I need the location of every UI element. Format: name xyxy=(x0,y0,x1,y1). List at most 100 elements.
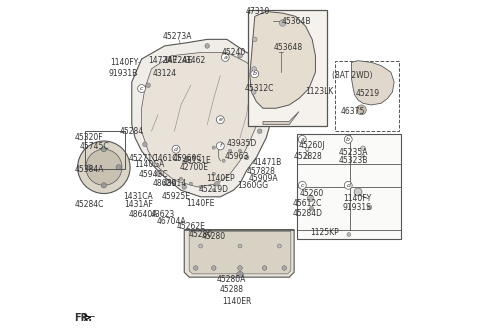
Circle shape xyxy=(307,195,314,202)
Polygon shape xyxy=(132,39,276,197)
Text: 43462: 43462 xyxy=(182,56,206,65)
Circle shape xyxy=(257,129,262,133)
Circle shape xyxy=(228,149,232,153)
Text: 45235A: 45235A xyxy=(338,148,368,157)
Text: d: d xyxy=(174,147,178,152)
Text: 45312C: 45312C xyxy=(244,84,274,93)
Circle shape xyxy=(262,266,267,270)
Circle shape xyxy=(282,266,287,270)
Text: 42700E: 42700E xyxy=(180,163,209,172)
Circle shape xyxy=(357,105,366,115)
Text: 45323B: 45323B xyxy=(338,156,368,165)
Text: 1431CA: 1431CA xyxy=(123,192,153,201)
Circle shape xyxy=(222,159,225,162)
Circle shape xyxy=(174,149,178,153)
Text: 45280A: 45280A xyxy=(217,275,247,284)
Circle shape xyxy=(166,57,170,61)
Circle shape xyxy=(116,165,121,170)
Text: 45262E: 45262E xyxy=(176,222,205,232)
Text: 457828: 457828 xyxy=(247,167,276,176)
Circle shape xyxy=(344,135,352,143)
Circle shape xyxy=(138,85,145,92)
Text: 48614: 48614 xyxy=(162,179,186,188)
Text: 45240: 45240 xyxy=(221,48,246,57)
Text: 1123LK: 1123LK xyxy=(305,87,334,96)
Text: 45288: 45288 xyxy=(220,285,244,294)
Text: 45271C: 45271C xyxy=(129,154,158,163)
Circle shape xyxy=(238,53,242,58)
Circle shape xyxy=(143,142,147,147)
Text: 47310: 47310 xyxy=(246,7,270,16)
Circle shape xyxy=(360,146,365,151)
Circle shape xyxy=(252,90,256,94)
Text: c: c xyxy=(140,86,144,91)
Text: 1125KP: 1125KP xyxy=(310,228,339,237)
Circle shape xyxy=(212,146,216,149)
Circle shape xyxy=(212,189,216,192)
Circle shape xyxy=(216,116,224,124)
Text: e: e xyxy=(218,117,222,122)
Text: 45284: 45284 xyxy=(120,127,144,136)
Circle shape xyxy=(299,135,306,143)
Text: 1472AE: 1472AE xyxy=(163,56,192,65)
Circle shape xyxy=(199,244,203,248)
Text: 45745C: 45745C xyxy=(79,142,109,151)
Text: FR.: FR. xyxy=(74,313,92,322)
Circle shape xyxy=(264,99,268,104)
Circle shape xyxy=(261,70,265,74)
Circle shape xyxy=(237,271,243,278)
Circle shape xyxy=(86,149,122,185)
Text: 41471B: 41471B xyxy=(253,157,282,167)
Circle shape xyxy=(367,205,372,210)
Polygon shape xyxy=(142,52,263,187)
Text: 45384A: 45384A xyxy=(74,165,104,174)
Text: 45925E: 45925E xyxy=(162,192,191,201)
Text: 48639: 48639 xyxy=(153,179,177,188)
Circle shape xyxy=(310,206,313,210)
Text: 1140ER: 1140ER xyxy=(222,297,252,306)
Text: 1140FE: 1140FE xyxy=(186,199,215,208)
Text: 46375: 46375 xyxy=(341,107,365,116)
Polygon shape xyxy=(189,231,291,274)
Circle shape xyxy=(78,141,130,194)
Circle shape xyxy=(344,181,352,189)
Text: f: f xyxy=(219,143,221,149)
Text: 45260: 45260 xyxy=(300,189,324,198)
Text: 45284D: 45284D xyxy=(293,209,323,218)
Circle shape xyxy=(279,20,286,26)
Text: 453648: 453648 xyxy=(274,43,303,52)
Text: b: b xyxy=(346,137,350,142)
Circle shape xyxy=(361,154,365,158)
Circle shape xyxy=(156,172,160,176)
Circle shape xyxy=(86,165,92,170)
Circle shape xyxy=(189,182,192,185)
Text: 45280: 45280 xyxy=(202,232,226,241)
Text: 45612C: 45612C xyxy=(293,199,322,208)
Text: 91931S: 91931S xyxy=(343,203,372,212)
Text: 1472AE: 1472AE xyxy=(148,56,178,65)
Text: 45960C: 45960C xyxy=(173,154,203,163)
Circle shape xyxy=(216,142,224,150)
Text: 43623: 43623 xyxy=(151,210,175,219)
Polygon shape xyxy=(250,11,315,108)
Text: 46704A: 46704A xyxy=(156,217,186,226)
Circle shape xyxy=(212,266,216,270)
Circle shape xyxy=(205,44,209,48)
Text: 452828: 452828 xyxy=(293,152,322,161)
Text: d: d xyxy=(346,183,350,188)
Text: 1140GA: 1140GA xyxy=(134,160,165,170)
Circle shape xyxy=(238,266,242,270)
Circle shape xyxy=(101,147,107,152)
Text: 45273A: 45273A xyxy=(163,31,192,41)
Circle shape xyxy=(182,185,187,189)
Text: 45280: 45280 xyxy=(189,230,213,239)
Text: 45364B: 45364B xyxy=(282,17,311,26)
Circle shape xyxy=(299,181,306,189)
Text: 1431AF: 1431AF xyxy=(124,200,153,209)
Circle shape xyxy=(277,244,281,248)
Polygon shape xyxy=(263,112,299,125)
FancyBboxPatch shape xyxy=(248,10,327,126)
Polygon shape xyxy=(351,61,394,105)
Text: 43124: 43124 xyxy=(153,69,177,78)
Text: b: b xyxy=(253,71,257,76)
